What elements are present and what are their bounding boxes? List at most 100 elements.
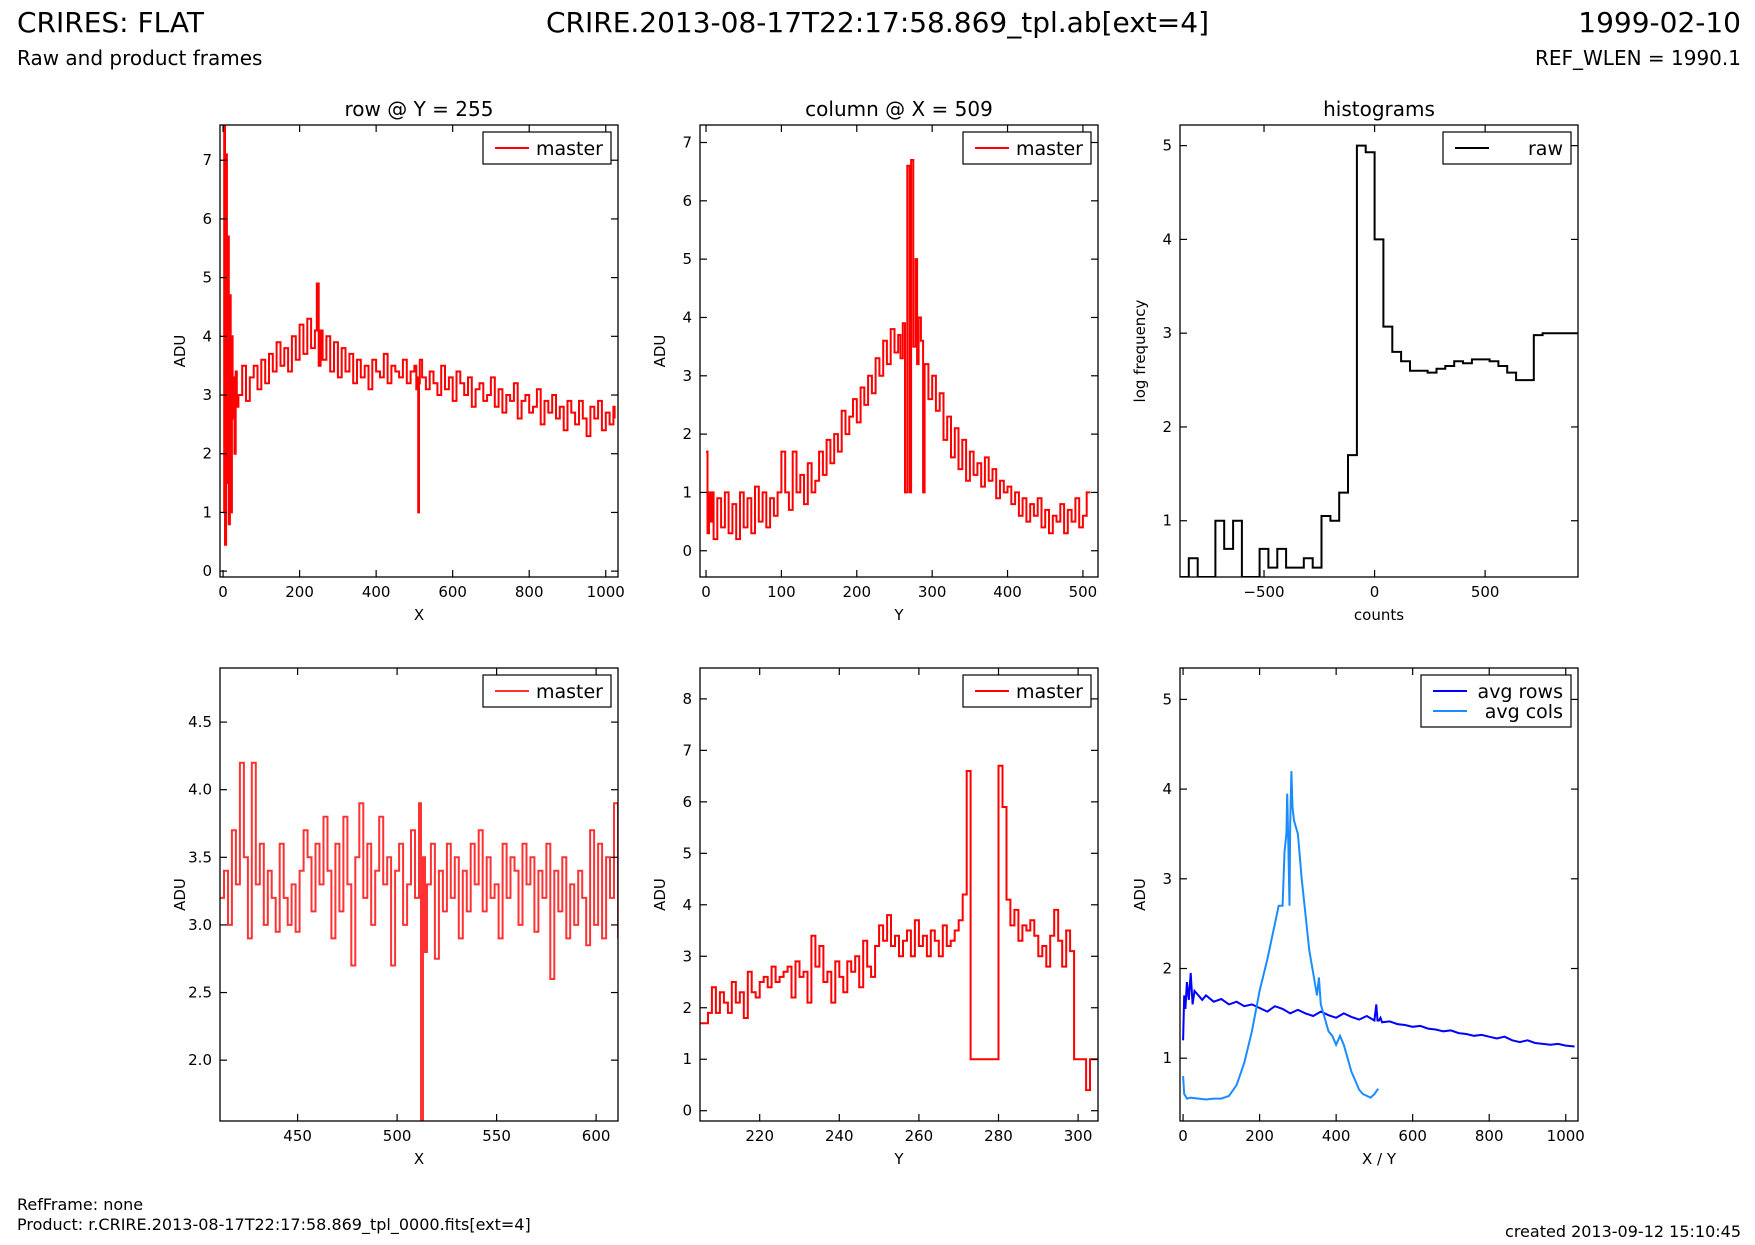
series-line-p6-1: [1182, 771, 1380, 1101]
x-tick-label-p1-2: 400: [362, 583, 391, 601]
x-tick-label-p3-2: 500: [1471, 583, 1500, 601]
y-tick-label-p1-6: 6: [202, 210, 212, 228]
x-tick-label-p6-2: 400: [1322, 1127, 1351, 1145]
legend-label-p2-0: master: [1016, 138, 1083, 160]
report-title: CRIRES: FLAT: [17, 6, 204, 39]
y-tick-label-p5-5: 5: [682, 844, 692, 862]
y-tick-label-p3-0: 1: [1162, 512, 1172, 530]
y-tick-label-p6-4: 5: [1162, 690, 1172, 708]
x-tick-label-p5-0: 220: [745, 1127, 774, 1145]
y-tick-label-p4-3: 3.5: [188, 848, 212, 866]
x-tick-label-p1-3: 600: [438, 583, 467, 601]
x-axis-label-p4: X: [414, 1150, 424, 1168]
legend-label-p4-0: master: [536, 681, 603, 703]
axes-frame-p2: [699, 124, 1099, 578]
legend-label-p6-0: avg rows: [1478, 681, 1563, 703]
report-date: 1999-02-10: [1578, 6, 1741, 39]
subplot-p4: 450 500 550 600 2.0 2.5 3.0 3.5 4.0 4.5 X ADU master: [171, 667, 619, 1168]
x-tick-label-p1-1: 200: [285, 583, 314, 601]
x-tick-label-p6-0: 0: [1178, 1127, 1188, 1145]
x-tick-label-p3-1: 0: [1370, 583, 1380, 601]
report-subtitle: Raw and product frames: [17, 46, 263, 70]
series-line-p6-0: [1182, 972, 1575, 1048]
legend-label-p5-0: master: [1016, 681, 1083, 703]
y-tick-label-p5-4: 4: [682, 896, 692, 914]
x-axis-label-p3: counts: [1354, 606, 1404, 624]
y-tick-label-p3-2: 3: [1162, 324, 1172, 342]
x-tick-label-p2-3: 300: [918, 583, 947, 601]
y-tick-label-p1-5: 5: [202, 269, 212, 287]
y-axis-label-p2: ADU: [651, 335, 669, 368]
y-tick-label-p4-1: 2.5: [188, 984, 212, 1002]
subplot-p2: 0 100 200 300 400 500 0 1 2 3 4 5 6 7 column @ X = 509…: [651, 97, 1099, 624]
legend-p4: master: [482, 674, 612, 708]
y-tick-label-p5-6: 6: [682, 793, 692, 811]
y-tick-label-p4-0: 2.0: [188, 1051, 212, 1069]
legend-p5: master: [962, 674, 1092, 708]
x-tick-label-p2-2: 200: [842, 583, 871, 601]
legend-label-p1-0: master: [536, 138, 603, 160]
legend-p2: master: [962, 131, 1092, 165]
y-tick-label-p2-3: 3: [682, 367, 692, 385]
subplot-p6: 0 200 400 600 800 1000 1 2 3 4 5 X / Y ADU avg rowsav…: [1131, 667, 1585, 1168]
x-tick-label-p6-3: 600: [1398, 1127, 1427, 1145]
y-tick-label-p3-1: 2: [1162, 418, 1172, 436]
x-axis-label-p2: Y: [893, 606, 904, 624]
footer-created: created 2013-09-12 15:10:45: [1505, 1222, 1741, 1241]
y-tick-label-p2-7: 7: [682, 133, 692, 151]
y-tick-label-p2-6: 6: [682, 192, 692, 210]
y-tick-label-p1-2: 2: [202, 445, 212, 463]
x-axis-label-p6: X / Y: [1362, 1150, 1397, 1168]
y-tick-label-p1-3: 3: [202, 386, 212, 404]
subplot-title-p3: histograms: [1323, 97, 1435, 121]
subplot-p1: 0 200 400 600 800 1000 0 1 2 3 4 5 6 7 row @ Y = 255 X A…: [171, 97, 625, 624]
x-tick-label-p6-5: 1000: [1547, 1127, 1585, 1145]
legend-p3: raw: [1442, 131, 1572, 165]
x-axis-label-p5: Y: [893, 1150, 904, 1168]
legend-box-p6: [1420, 674, 1572, 728]
y-tick-label-p5-7: 7: [682, 741, 692, 759]
x-tick-label-p4-0: 450: [283, 1127, 312, 1145]
x-tick-label-p1-0: 0: [218, 583, 228, 601]
footer-product: Product: r.CRIRE.2013-08-17T22:17:58.869…: [17, 1215, 531, 1234]
x-tick-label-p6-1: 200: [1245, 1127, 1274, 1145]
series-line-p5-0: [700, 764, 1098, 1092]
y-axis-label-p5: ADU: [651, 878, 669, 911]
y-tick-label-p5-2: 2: [682, 999, 692, 1017]
y-tick-label-p5-3: 3: [682, 947, 692, 965]
y-tick-label-p3-4: 5: [1162, 137, 1172, 155]
x-tick-label-p5-2: 260: [905, 1127, 934, 1145]
subplot-title-p2: column @ X = 509: [805, 97, 993, 121]
x-tick-label-p3-0: −500: [1243, 583, 1284, 601]
y-axis-label-p3: log frequency: [1131, 299, 1149, 402]
footer-refframe: RefFrame: none: [17, 1195, 144, 1214]
subplot-title-p1: row @ Y = 255: [345, 97, 494, 121]
x-tick-label-p2-4: 400: [993, 583, 1022, 601]
y-tick-label-p2-2: 2: [682, 425, 692, 443]
y-axis-label-p6: ADU: [1131, 878, 1149, 911]
y-axis-label-p4: ADU: [171, 878, 189, 911]
series-line-p1-0: [223, 125, 616, 546]
y-tick-label-p2-0: 0: [682, 542, 692, 560]
x-tick-label-p4-3: 600: [582, 1127, 611, 1145]
series-line-p2-0: [706, 159, 1091, 541]
y-tick-label-p4-5: 4.5: [188, 713, 212, 731]
y-tick-label-p1-0: 0: [202, 562, 212, 580]
subplot-p5: 220 240 260 280 300 0 1 2 3 4 5 6 7 8 Y ADU master: [651, 667, 1099, 1168]
x-tick-label-p1-5: 1000: [587, 583, 625, 601]
y-tick-label-p2-1: 1: [682, 483, 692, 501]
legend-p1: master: [482, 131, 612, 165]
y-tick-label-p4-4: 4.0: [188, 781, 212, 799]
y-tick-label-p1-1: 1: [202, 503, 212, 521]
x-tick-label-p6-4: 800: [1475, 1127, 1504, 1145]
y-tick-label-p5-1: 1: [682, 1050, 692, 1068]
axes-frame-p5: [699, 667, 1099, 1122]
axes-frame-p3: [1179, 124, 1579, 578]
x-tick-label-p5-3: 280: [984, 1127, 1013, 1145]
axes-frame-p1: [219, 124, 619, 578]
y-tick-label-p3-3: 4: [1162, 230, 1172, 248]
y-tick-label-p4-2: 3.0: [188, 916, 212, 934]
series-line-p4-0: [220, 761, 618, 1121]
